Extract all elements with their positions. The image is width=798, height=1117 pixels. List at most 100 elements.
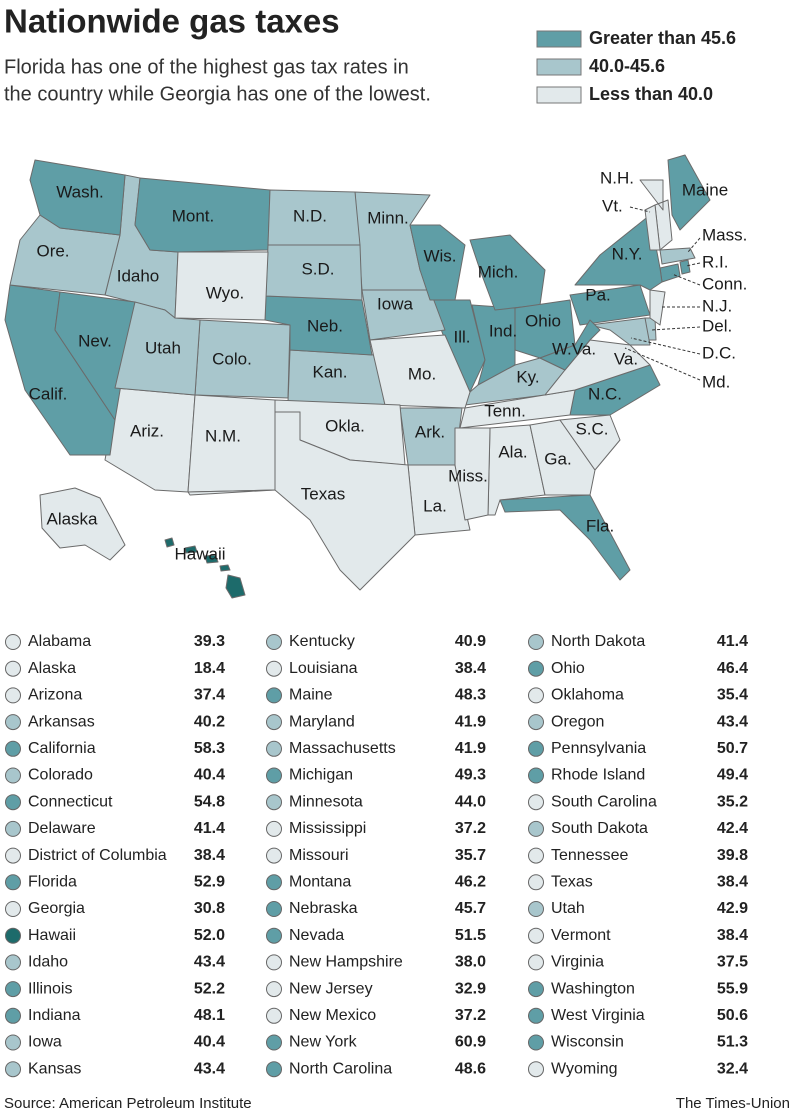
tax-value: 30.8 xyxy=(194,900,225,917)
table-dot xyxy=(5,1007,21,1024)
state-name: Hawaii xyxy=(28,927,76,944)
tax-value: 44.0 xyxy=(455,793,486,810)
tax-value: 49.4 xyxy=(717,767,748,784)
state-name: Maine xyxy=(289,687,333,704)
title: Nationwide gas taxes xyxy=(4,3,340,40)
table-dot xyxy=(528,954,544,971)
state-name: North Carolina xyxy=(289,1060,392,1077)
tax-value: 40.9 xyxy=(455,633,486,650)
state-name: Vermont xyxy=(551,927,611,944)
map-label: S.D. xyxy=(301,259,334,278)
table-dot xyxy=(5,927,21,944)
tax-value: 46.4 xyxy=(717,660,748,677)
table-dot xyxy=(5,660,21,677)
legend-swatch xyxy=(536,58,582,76)
tax-value: 35.4 xyxy=(717,687,748,704)
table-dot xyxy=(266,687,282,704)
state xyxy=(667,154,711,231)
table-dot xyxy=(5,714,21,731)
map-label: La. xyxy=(423,496,447,515)
map-label: Minn. xyxy=(367,208,409,227)
table-dot xyxy=(5,1034,21,1051)
state-name: South Carolina xyxy=(551,793,657,810)
tax-value: 45.7 xyxy=(455,900,486,917)
map-label: Ala. xyxy=(498,442,527,461)
leader-line xyxy=(685,262,701,267)
state-name: Minnesota xyxy=(289,793,363,810)
table-dot xyxy=(528,847,544,864)
tax-value: 37.5 xyxy=(717,954,748,971)
state xyxy=(559,414,621,471)
tax-value: 48.1 xyxy=(194,1007,225,1024)
map-label: Conn. xyxy=(702,274,747,293)
table-dot xyxy=(266,740,282,757)
state-name: Indiana xyxy=(28,1007,81,1024)
state xyxy=(459,389,576,429)
subtitle-line: the country while Georgia has one of the… xyxy=(4,83,431,105)
map-label: Utah xyxy=(145,338,181,357)
state-name: Iowa xyxy=(28,1034,62,1051)
state-name: Ohio xyxy=(551,660,585,677)
tax-value: 39.3 xyxy=(194,633,225,650)
state-name: Wisconsin xyxy=(551,1034,624,1051)
map-label: Nev. xyxy=(78,331,112,350)
state-name: Texas xyxy=(551,874,593,891)
state-name: Utah xyxy=(551,900,585,917)
state xyxy=(187,411,416,591)
table-dot xyxy=(5,901,21,917)
leader-line xyxy=(629,206,651,213)
state-name: Pennsylvania xyxy=(551,740,646,757)
tax-value: 38.4 xyxy=(194,847,225,864)
map-label: Iowa xyxy=(377,294,413,313)
tax-value: 48.3 xyxy=(455,687,486,704)
table-dot xyxy=(528,714,544,731)
tax-value: 40.4 xyxy=(194,1034,225,1051)
table-dot xyxy=(528,794,544,811)
state-name: Alaska xyxy=(28,660,76,677)
state xyxy=(164,537,246,599)
map-label: Wash. xyxy=(56,182,104,201)
state-name: Rhode Island xyxy=(551,767,645,784)
map-label: D.C. xyxy=(702,343,736,362)
table-dot xyxy=(528,660,544,677)
map-label: Tenn. xyxy=(484,401,526,420)
state xyxy=(499,494,631,581)
legend-label: Greater than 45.6 xyxy=(589,28,736,48)
tax-value: 41.4 xyxy=(717,633,748,650)
table-dot xyxy=(266,634,282,650)
tax-value: 41.9 xyxy=(455,713,486,730)
leader-line xyxy=(651,326,701,331)
tax-value: 50.6 xyxy=(717,1007,748,1024)
tax-value: 38.4 xyxy=(717,874,748,891)
table-dot xyxy=(528,740,544,757)
legend-swatch xyxy=(536,86,582,104)
table-dot xyxy=(266,714,282,731)
map-label: N.D. xyxy=(293,206,327,225)
tax-value: 40.2 xyxy=(194,713,225,730)
table-dot xyxy=(528,1061,544,1078)
state xyxy=(574,214,663,291)
table-dot xyxy=(5,820,21,837)
state-name: New Hampshire xyxy=(289,954,403,971)
map-label: Okla. xyxy=(325,416,365,435)
tax-value: 32.9 xyxy=(455,980,486,997)
map-label: Texas xyxy=(301,484,345,503)
map-label: Wis. xyxy=(423,246,456,265)
state-name: Tennessee xyxy=(551,847,628,864)
tax-value: 48.6 xyxy=(455,1060,486,1077)
tax-value: 46.2 xyxy=(455,874,486,891)
state-name: Washington xyxy=(551,980,635,997)
tax-value: 55.9 xyxy=(717,980,748,997)
table-dot xyxy=(528,874,544,891)
table-dot xyxy=(5,954,21,971)
table-dot xyxy=(266,927,282,944)
tax-value: 49.3 xyxy=(455,767,486,784)
state xyxy=(39,487,126,561)
state-name: Illinois xyxy=(28,980,72,997)
table-dot xyxy=(528,901,544,917)
tax-value: 41.4 xyxy=(194,820,225,837)
table-dot xyxy=(5,767,21,784)
credit: The Times-Union xyxy=(676,1095,790,1112)
state xyxy=(659,247,696,265)
tax-value: 37.2 xyxy=(455,820,486,837)
